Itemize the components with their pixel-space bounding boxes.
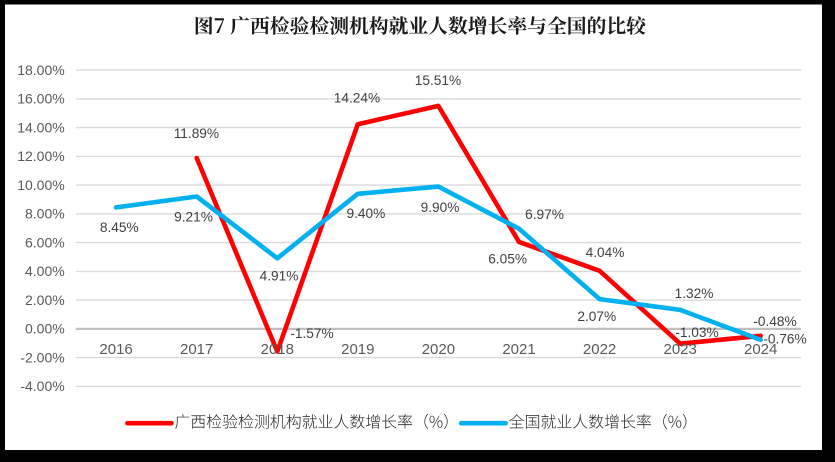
svg-text:4.04%: 4.04% [586, 245, 625, 260]
svg-text:6.00%: 6.00% [25, 234, 65, 250]
svg-text:-1.57%: -1.57% [290, 326, 333, 341]
svg-text:14.24%: 14.24% [334, 90, 380, 105]
svg-text:8.45%: 8.45% [100, 220, 139, 235]
svg-text:11.89%: 11.89% [174, 126, 219, 141]
svg-text:2021: 2021 [502, 341, 535, 358]
svg-text:15.51%: 15.51% [415, 73, 461, 88]
svg-text:6.05%: 6.05% [488, 251, 527, 266]
svg-text:2022: 2022 [583, 341, 616, 358]
svg-text:9.90%: 9.90% [421, 200, 460, 215]
svg-text:4.00%: 4.00% [25, 263, 65, 279]
svg-text:0.00%: 0.00% [25, 321, 65, 337]
svg-text:2020: 2020 [422, 341, 455, 358]
svg-text:16.00%: 16.00% [17, 91, 64, 107]
svg-text:-0.76%: -0.76% [763, 332, 806, 347]
svg-text:9.21%: 9.21% [174, 210, 213, 225]
svg-text:2.07%: 2.07% [577, 309, 616, 324]
svg-text:-0.48%: -0.48% [753, 314, 796, 329]
svg-text:9.40%: 9.40% [346, 206, 385, 221]
svg-text:12.00%: 12.00% [17, 148, 64, 164]
svg-text:10.00%: 10.00% [17, 177, 64, 193]
svg-text:2017: 2017 [180, 341, 213, 358]
svg-text:14.00%: 14.00% [17, 119, 64, 135]
svg-text:2016: 2016 [99, 341, 132, 358]
svg-text:-1.03%: -1.03% [675, 325, 718, 340]
svg-text:6.97%: 6.97% [525, 207, 564, 222]
svg-text:-4.00%: -4.00% [20, 378, 64, 394]
svg-text:2023: 2023 [664, 341, 697, 358]
svg-text:2019: 2019 [341, 341, 374, 358]
svg-text:1.32%: 1.32% [675, 286, 714, 301]
svg-text:-2.00%: -2.00% [20, 349, 64, 365]
svg-text:2.00%: 2.00% [25, 292, 65, 308]
svg-text:2018: 2018 [261, 341, 294, 358]
svg-text:2024: 2024 [744, 341, 777, 358]
svg-text:8.00%: 8.00% [25, 206, 65, 222]
svg-text:18.00%: 18.00% [17, 62, 64, 78]
svg-text:4.91%: 4.91% [260, 269, 299, 284]
